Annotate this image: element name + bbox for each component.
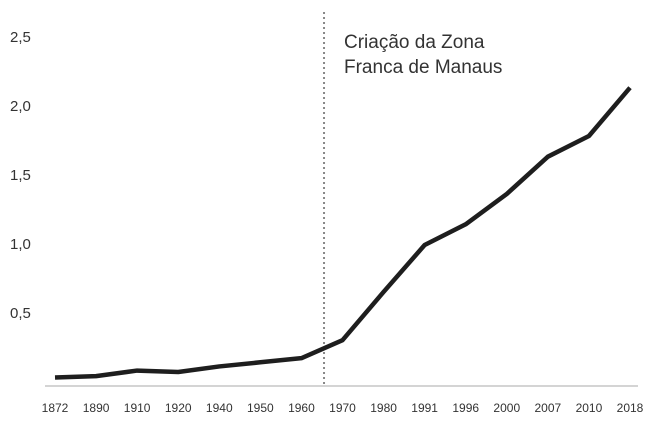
x-tick-label: 1960 (288, 401, 315, 415)
x-tick-label: 1910 (124, 401, 151, 415)
x-tick-label: 1950 (247, 401, 274, 415)
data-line (54, 86, 632, 380)
x-tick-label: 1890 (83, 401, 110, 415)
y-tick-label: 1,0 (10, 236, 31, 253)
x-tick-label: 2010 (576, 401, 603, 415)
x-tick-label: 1991 (411, 401, 438, 415)
x-tick-label: 1970 (329, 401, 356, 415)
x-tick-label: 2018 (617, 401, 644, 415)
y-tick-label: 1,5 (10, 167, 31, 184)
x-tick-label: 1980 (370, 401, 397, 415)
x-tick-label: 2000 (493, 401, 520, 415)
x-tick-label: 1996 (452, 401, 479, 415)
x-tick-label: 1940 (206, 401, 233, 415)
annotation: Franca de Manaus (344, 57, 502, 78)
y-tick-label: 2,5 (10, 29, 31, 46)
y-tick-label: 2,0 (10, 98, 31, 115)
y-tick-label: 0,5 (10, 305, 31, 322)
x-tick-label: 2007 (535, 401, 562, 415)
x-tick-label: 1920 (165, 401, 192, 415)
annotation: Criação da Zona (344, 32, 485, 53)
x-tick-label: 1872 (42, 401, 69, 415)
